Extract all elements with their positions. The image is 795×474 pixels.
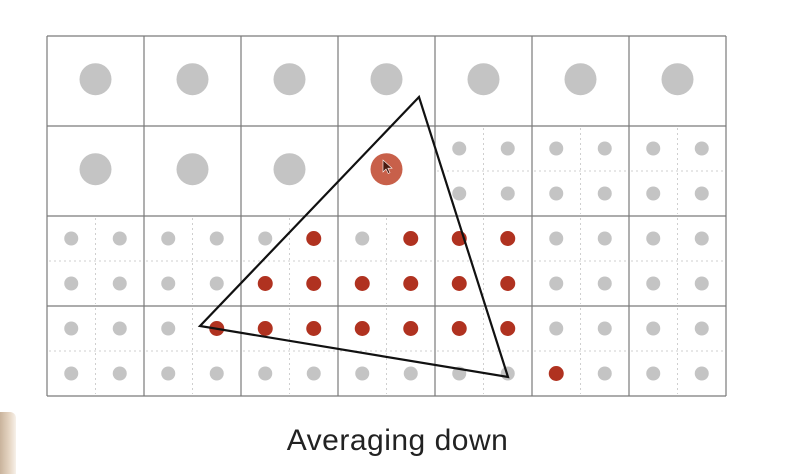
pixel-sample-dot bbox=[467, 63, 500, 96]
sample-dot bbox=[112, 231, 127, 246]
sample-dot bbox=[597, 321, 612, 336]
sample-dot bbox=[694, 276, 709, 291]
sample-dot bbox=[64, 366, 79, 381]
sample-dot bbox=[64, 231, 79, 246]
sample-dot bbox=[112, 321, 127, 336]
sample-dot bbox=[403, 366, 418, 381]
covered-sample-dot bbox=[306, 231, 322, 246]
sample-dot bbox=[64, 321, 79, 336]
sample-dot bbox=[112, 276, 127, 291]
pixel-sample-dot bbox=[79, 63, 112, 96]
pixel-sample-dot bbox=[370, 63, 403, 96]
sample-dot bbox=[161, 231, 176, 246]
covered-sample-dot bbox=[403, 321, 419, 336]
sample-dot bbox=[161, 276, 176, 291]
covered-sample-dot bbox=[257, 276, 273, 291]
covered-sample-dot bbox=[500, 276, 516, 291]
sample-dot bbox=[549, 231, 564, 246]
sample-dot bbox=[597, 231, 612, 246]
sample-dot bbox=[646, 321, 661, 336]
pixel-grid bbox=[46, 35, 727, 397]
sample-dot bbox=[306, 366, 321, 381]
covered-sample-dot bbox=[306, 321, 322, 336]
sample-dot bbox=[646, 366, 661, 381]
sample-dot bbox=[694, 186, 709, 201]
pixel-sample-dot bbox=[273, 63, 306, 96]
sample-dot bbox=[694, 321, 709, 336]
sample-dot bbox=[209, 276, 224, 291]
sample-dot bbox=[597, 186, 612, 201]
sample-dot bbox=[549, 276, 564, 291]
covered-sample-dot bbox=[354, 276, 370, 291]
sample-dot bbox=[64, 276, 79, 291]
sample-dot bbox=[549, 321, 564, 336]
sample-dot bbox=[694, 366, 709, 381]
sample-dot bbox=[646, 276, 661, 291]
sample-dot bbox=[452, 141, 467, 156]
sample-dot bbox=[161, 366, 176, 381]
sample-dot bbox=[646, 231, 661, 246]
pixel-sample-dot bbox=[176, 153, 209, 186]
sample-dot bbox=[500, 141, 515, 156]
sample-dot bbox=[161, 321, 176, 336]
covered-sample-dot bbox=[548, 366, 564, 381]
sample-dot bbox=[209, 366, 224, 381]
triangle bbox=[197, 94, 510, 379]
sample-dot bbox=[258, 366, 273, 381]
covered-sample-dot bbox=[500, 321, 516, 336]
covered-sample-dot bbox=[306, 276, 322, 291]
sample-dot bbox=[597, 366, 612, 381]
covered-sample-dot bbox=[451, 321, 467, 336]
pixel-sample-dot bbox=[79, 153, 112, 186]
pixel-sample-dot bbox=[176, 63, 209, 96]
sample-dot bbox=[258, 231, 273, 246]
sample-dot bbox=[209, 231, 224, 246]
pixel-sample-dot bbox=[661, 63, 694, 96]
covered-sample-dot bbox=[257, 321, 273, 336]
sample-dot bbox=[500, 186, 515, 201]
covered-sample-dot bbox=[500, 231, 516, 246]
arrow-cursor-icon bbox=[382, 159, 393, 174]
sample-dot bbox=[694, 141, 709, 156]
sample-dot bbox=[355, 231, 370, 246]
covered-sample-dot bbox=[451, 276, 467, 291]
pixel-sample-dot bbox=[564, 63, 597, 96]
sample-dot bbox=[597, 276, 612, 291]
video-thumbnail-edge bbox=[0, 412, 16, 474]
covered-sample-dot bbox=[403, 231, 419, 246]
sample-dot bbox=[549, 186, 564, 201]
sample-dot bbox=[452, 186, 467, 201]
sample-dot bbox=[597, 141, 612, 156]
sample-dot bbox=[355, 366, 370, 381]
sample-dot bbox=[694, 231, 709, 246]
sample-dot bbox=[112, 366, 127, 381]
pixel-sample-dot bbox=[273, 153, 306, 186]
sample-dot bbox=[646, 141, 661, 156]
covered-sample-dot bbox=[403, 276, 419, 291]
sample-dot bbox=[549, 141, 564, 156]
covered-sample-dot bbox=[354, 321, 370, 336]
sample-dot bbox=[646, 186, 661, 201]
diagram-caption: Averaging down bbox=[286, 424, 509, 457]
